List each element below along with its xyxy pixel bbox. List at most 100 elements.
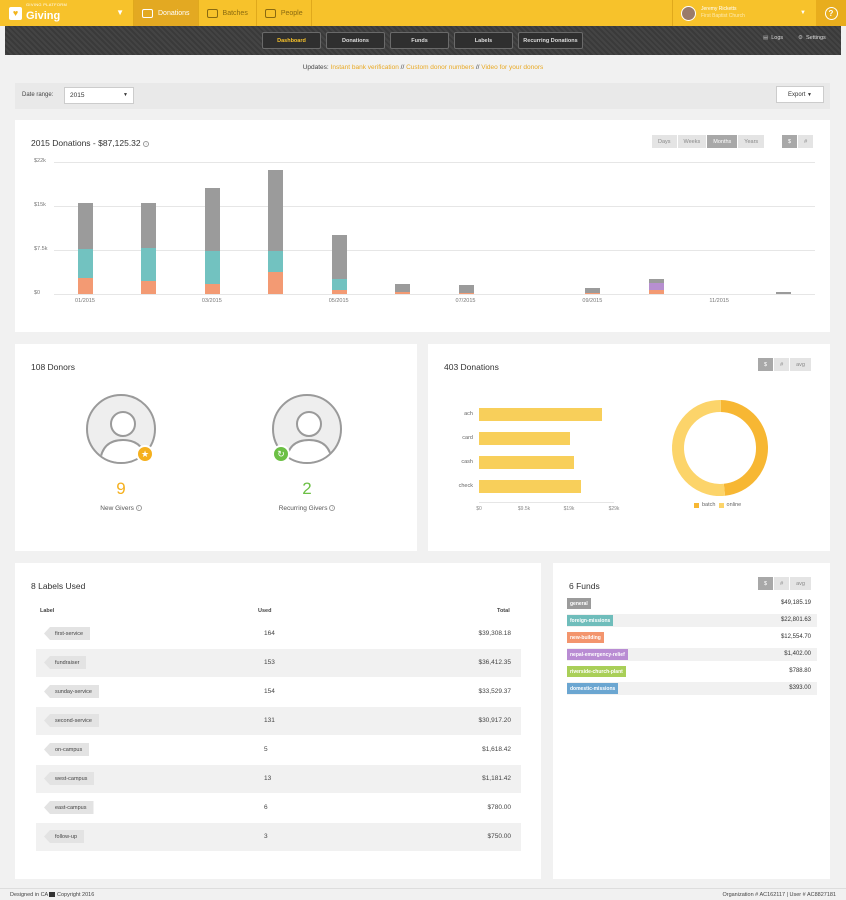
chart-bar-segment[interactable] <box>458 285 474 293</box>
chart-bar-segment[interactable] <box>141 281 157 294</box>
info-icon[interactable]: i <box>143 140 150 147</box>
unit-dollar[interactable]: $ <box>758 358 775 371</box>
chevron-down-icon[interactable]: ▼ <box>116 8 124 17</box>
label-used: 164 <box>264 630 275 637</box>
chart-bar-segment[interactable] <box>204 251 220 285</box>
hbar-ach[interactable] <box>479 408 603 421</box>
fund-amount: $49,185.19 <box>780 600 811 606</box>
update-link-video[interactable]: Video for your donors <box>481 64 544 71</box>
chart-bar-segment[interactable] <box>585 292 601 294</box>
label-tag[interactable]: on-campus <box>44 743 90 756</box>
period-months[interactable]: Months <box>707 135 739 148</box>
donut-slice-batch[interactable] <box>720 400 768 496</box>
unit-count[interactable]: # <box>798 135 815 148</box>
fund-tag[interactable]: foreign-missions <box>567 615 614 626</box>
tab-funds[interactable]: Funds <box>390 32 449 49</box>
chart-bar-segment[interactable] <box>78 203 93 249</box>
avatar <box>681 5 696 21</box>
hbar-check[interactable] <box>479 480 582 493</box>
label-tag[interactable]: east-campus <box>44 801 94 814</box>
chart-bar-segment[interactable] <box>648 290 664 294</box>
update-link-bank[interactable]: Instant bank verification <box>330 64 399 71</box>
fund-tag[interactable]: general <box>567 598 591 609</box>
user-menu[interactable]: Jeremy Ricketts First Baptist Church ▼ <box>672 0 816 26</box>
chart-bar-segment[interactable] <box>204 284 220 294</box>
chart-bar-segment[interactable] <box>268 169 284 251</box>
gridline <box>54 294 815 295</box>
chart-bar-segment[interactable] <box>648 283 664 291</box>
chart-bar-segment[interactable] <box>458 292 474 294</box>
date-range-select[interactable]: 2015 ▼ <box>64 87 134 104</box>
funds-card: 6 Funds $ # avg general $49,185.19 foreign… <box>553 563 830 879</box>
donations-unit-toggle: $ # avg <box>758 358 812 371</box>
label-tag[interactable]: fundraiser <box>44 656 87 669</box>
chart-bar-segment[interactable] <box>648 278 664 284</box>
x-tick-label: 05/2015 <box>328 298 349 304</box>
donut-slice-online[interactable] <box>672 400 726 496</box>
nav-donations[interactable]: Donations <box>134 0 199 26</box>
unit-avg[interactable]: avg <box>790 577 812 590</box>
list-item: domestic-missions $393.00 <box>567 682 817 695</box>
chart-bar-segment[interactable] <box>585 287 601 293</box>
nav-batches[interactable]: Batches <box>199 0 257 26</box>
help-button[interactable]: ? <box>816 0 846 26</box>
label-tag[interactable]: second-service <box>44 714 99 727</box>
label-tag[interactable]: first-service <box>44 627 91 640</box>
brand-logo[interactable]: ♥ GIVING PLATFORM Giving ▼ <box>0 0 134 26</box>
period-days[interactable]: Days <box>652 135 678 148</box>
chart-bar-segment[interactable] <box>395 291 411 294</box>
chart-bar-segment[interactable] <box>78 248 93 279</box>
chart-bar-segment[interactable] <box>141 203 157 249</box>
hbar-category-label: check <box>458 483 473 489</box>
person-icon <box>285 411 333 462</box>
fund-tag[interactable]: nepal-emergency-relief <box>567 649 628 660</box>
chart-bar-segment[interactable] <box>775 292 791 294</box>
x-tick-label: $29k <box>608 506 620 512</box>
unit-count[interactable]: # <box>774 577 791 590</box>
info-icon[interactable]: i <box>329 505 336 512</box>
label-used: 154 <box>264 688 275 695</box>
chart-bar-segment[interactable] <box>204 188 220 252</box>
fund-amount: $22,801.63 <box>780 617 811 623</box>
label-used: 153 <box>264 659 275 666</box>
fund-amount: $12,554.70 <box>780 634 811 640</box>
update-link-donor-numbers[interactable]: Custom donor numbers <box>406 64 475 71</box>
tab-donations[interactable]: Donations <box>326 32 385 49</box>
label-tag[interactable]: sunday-service <box>44 685 99 698</box>
unit-dollar[interactable]: $ <box>782 135 799 148</box>
star-icon: ★ <box>136 445 154 463</box>
export-button[interactable]: Export ▼ <box>776 86 824 103</box>
fund-tag[interactable]: new-building <box>567 632 604 643</box>
period-weeks[interactable]: Weeks <box>677 135 708 148</box>
chart-bar-segment[interactable] <box>331 234 347 280</box>
hbar-card[interactable] <box>479 432 570 445</box>
label-total: $1,181.42 <box>482 775 511 782</box>
chart-bar-segment[interactable] <box>268 250 284 273</box>
hbar-cash[interactable] <box>479 456 575 469</box>
unit-count[interactable]: # <box>774 358 791 371</box>
unit-avg[interactable]: avg <box>790 358 812 371</box>
info-icon[interactable]: i <box>135 505 142 512</box>
unit-dollar[interactable]: $ <box>758 577 775 590</box>
settings-link[interactable]: ⚙ Settings <box>798 35 826 41</box>
fund-tag[interactable]: riverside-church-plant <box>567 666 626 677</box>
period-years[interactable]: Years <box>738 135 766 148</box>
nav-people[interactable]: People <box>257 0 312 26</box>
table-row: east-campus 6 $780.00 <box>36 794 521 822</box>
label-tag[interactable]: follow-up <box>44 830 85 843</box>
donors-card: 108 Donors ★ 9 New Givers i ↻ 2 Recurrin… <box>15 344 417 551</box>
hbar-category-label: cash <box>461 459 473 465</box>
chart-bar-segment[interactable] <box>331 279 347 290</box>
chart-bar-segment[interactable] <box>395 284 411 292</box>
tab-labels[interactable]: Labels <box>454 32 513 49</box>
logs-link[interactable]: ▤ Logs <box>763 35 784 41</box>
label-tag[interactable]: west-campus <box>44 772 95 785</box>
gridline <box>54 206 815 207</box>
fund-tag[interactable]: domestic-missions <box>567 683 619 694</box>
chart-bar-segment[interactable] <box>331 289 347 294</box>
chart-bar-segment[interactable] <box>268 272 284 294</box>
tab-recurring-donations[interactable]: Recurring Donations <box>518 32 583 49</box>
chart-bar-segment[interactable] <box>141 248 157 282</box>
chart-bar-segment[interactable] <box>78 278 93 294</box>
tab-dashboard[interactable]: Dashboard <box>262 32 321 49</box>
